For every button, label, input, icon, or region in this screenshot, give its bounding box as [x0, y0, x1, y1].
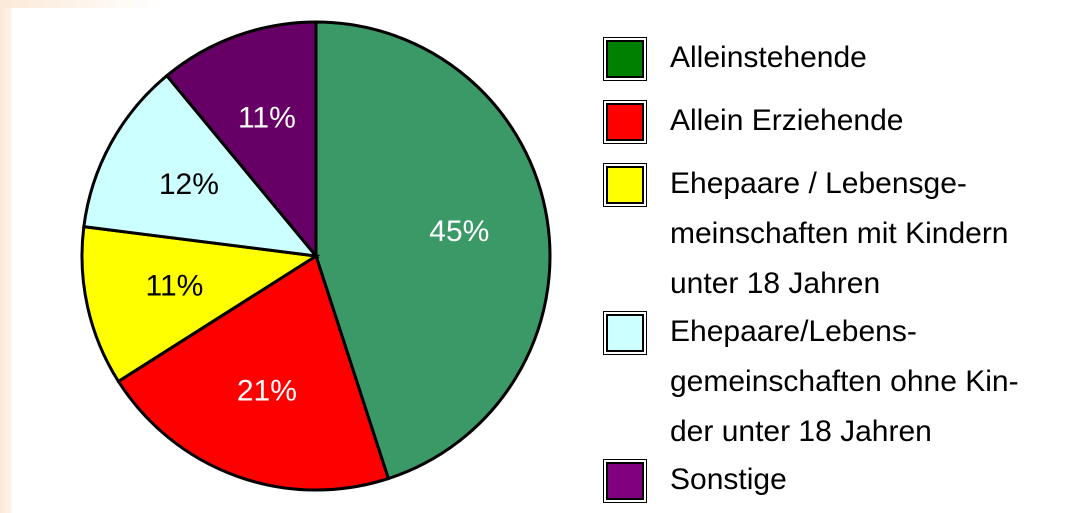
legend-swatch — [603, 311, 647, 355]
pie-slice — [80, 224, 321, 384]
legend-swatch — [603, 37, 647, 81]
legend: Alleinstehende Allein Erziehende Ehepaare … — [603, 35, 1076, 505]
legend-label: Ehepaare / Lebensge- meinschaften mit Ki… — [670, 167, 1009, 300]
data-label: 11% — [238, 101, 296, 134]
pie-slice — [314, 20, 552, 481]
legend-swatch — [603, 100, 647, 144]
legend-entry: Ehepaare / Lebensge- meinschaften mit Ki… — [603, 161, 1076, 309]
legend-label: Alleinstehende — [670, 41, 867, 74]
pie-slice — [164, 20, 318, 261]
legend-label: Allein Erziehende — [670, 104, 904, 137]
legend-label: Sonstige — [670, 463, 787, 496]
legend-entry: Sonstige — [603, 457, 1076, 505]
data-label: 45% — [429, 215, 489, 248]
legend-swatch — [603, 459, 647, 503]
chart: 45% 21% 11% 12% 11% — [80, 20, 552, 492]
legend-entry: Allein Erziehende — [603, 98, 1076, 146]
data-label: 11% — [145, 270, 203, 303]
legend-entry: Alleinstehende — [603, 35, 1076, 83]
data-label: 12% — [159, 168, 219, 201]
pie-slice — [82, 73, 320, 258]
legend-entry: Ehepaare/Lebens- gemeinschaften ohne Kin… — [603, 309, 1076, 457]
pie-slice — [116, 253, 391, 492]
background-strip — [0, 0, 160, 8]
background-strip — [0, 0, 12, 513]
data-label: 21% — [237, 374, 297, 407]
legend-swatch — [603, 163, 647, 207]
legend-label: Ehepaare/Lebens- gemeinschaften ohne Kin… — [670, 315, 1019, 448]
